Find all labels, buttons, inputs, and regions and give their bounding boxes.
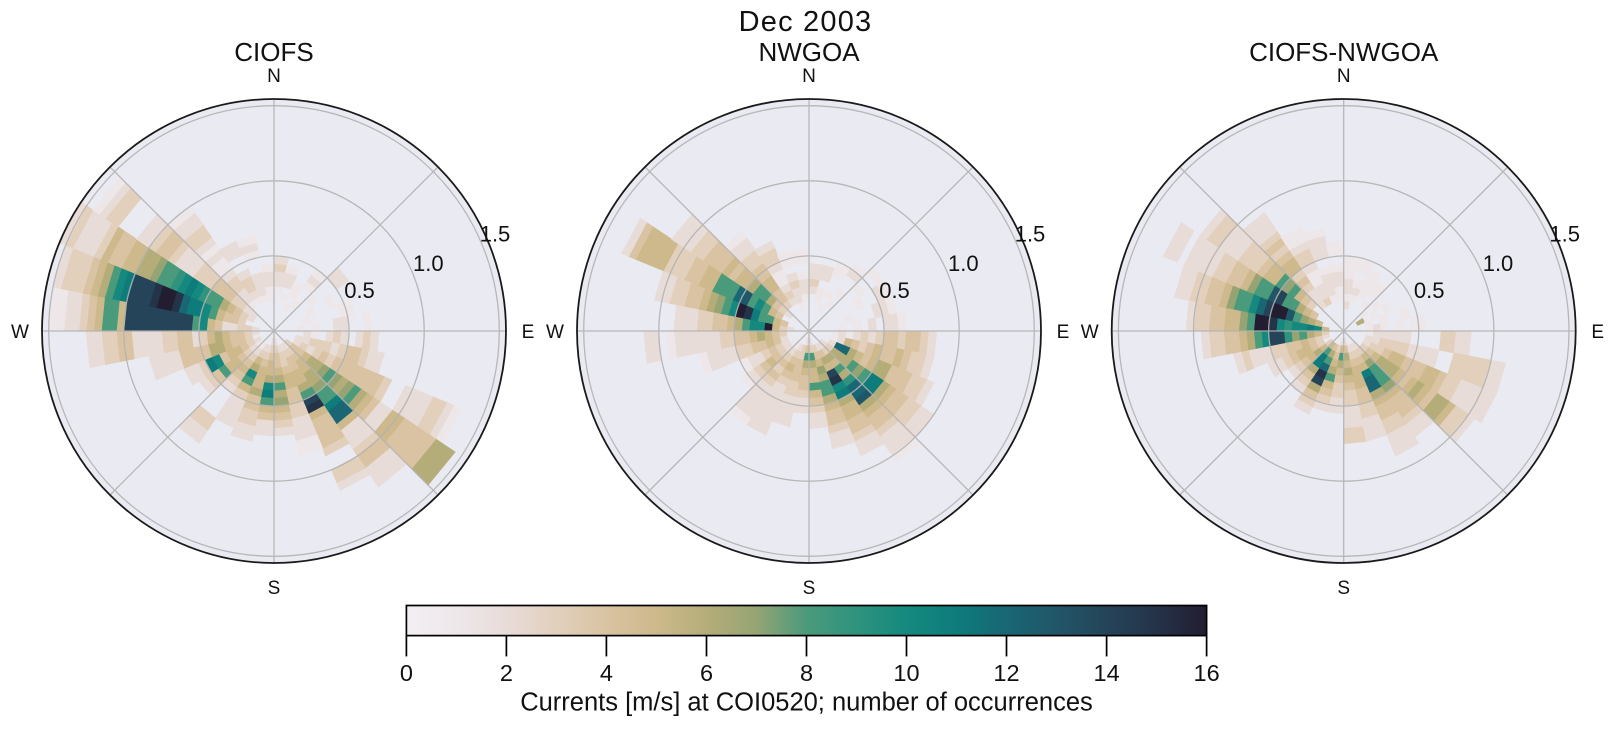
svg-text:14: 14: [1094, 660, 1120, 686]
svg-text:E: E: [1057, 322, 1070, 343]
svg-text:W: W: [1081, 322, 1099, 343]
svg-text:E: E: [522, 322, 535, 343]
svg-text:4: 4: [600, 660, 613, 686]
svg-text:8: 8: [800, 660, 813, 686]
svg-text:Currents [m/s] at COI0520; num: Currents [m/s] at COI0520; number of occ…: [520, 689, 1093, 717]
svg-text:1.0: 1.0: [948, 251, 979, 276]
svg-text:CIOFS: CIOFS: [234, 37, 313, 67]
svg-text:1.0: 1.0: [1483, 251, 1514, 276]
svg-text:W: W: [11, 322, 29, 343]
svg-text:S: S: [803, 578, 816, 599]
svg-text:0.5: 0.5: [344, 278, 375, 303]
svg-text:1.5: 1.5: [480, 222, 511, 247]
svg-text:N: N: [1337, 66, 1351, 87]
svg-text:NWGOA: NWGOA: [758, 37, 860, 67]
svg-text:10: 10: [893, 660, 919, 686]
svg-text:N: N: [267, 66, 281, 87]
svg-text:1.5: 1.5: [1549, 222, 1580, 247]
svg-text:0: 0: [400, 660, 413, 686]
svg-text:W: W: [546, 322, 564, 343]
svg-text:CIOFS-NWGOA: CIOFS-NWGOA: [1249, 37, 1439, 67]
svg-text:16: 16: [1194, 660, 1220, 686]
svg-text:S: S: [1337, 578, 1350, 599]
svg-text:6: 6: [700, 660, 713, 686]
svg-text:N: N: [802, 66, 816, 87]
svg-text:0.5: 0.5: [1414, 278, 1445, 303]
svg-text:E: E: [1591, 322, 1604, 343]
svg-text:S: S: [268, 578, 281, 599]
svg-text:0.5: 0.5: [879, 278, 910, 303]
svg-text:1.0: 1.0: [413, 251, 444, 276]
svg-text:Dec 2003: Dec 2003: [739, 6, 873, 38]
svg-text:2: 2: [500, 660, 513, 686]
svg-text:1.5: 1.5: [1015, 222, 1046, 247]
svg-text:12: 12: [993, 660, 1019, 686]
